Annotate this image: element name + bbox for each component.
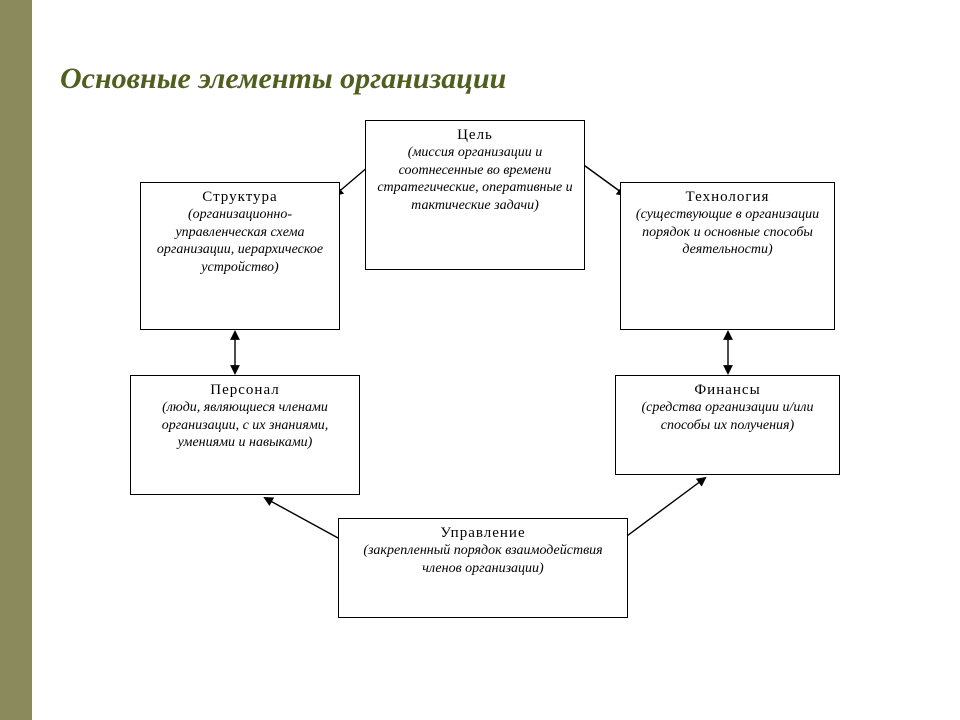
node-finance: Финансы (средства организации и/или спос… xyxy=(615,375,840,475)
node-desc: (миссия организации и соотнесенные во вр… xyxy=(374,144,576,214)
node-title: Финансы xyxy=(624,382,831,399)
node-title: Цель xyxy=(374,127,576,144)
node-desc: (организационно-управленческая схема орг… xyxy=(149,206,331,276)
page-title: Основные элементы организации xyxy=(60,62,506,96)
node-management: Управление (закрепленный порядок взаимод… xyxy=(338,518,628,618)
node-structure: Структура (организационно-управленческая… xyxy=(140,182,340,330)
node-personnel: Персонал (люди, являющиеся членами орган… xyxy=(130,375,360,495)
node-desc: (средства организации и/или способы их п… xyxy=(624,399,831,434)
decorative-sidebar xyxy=(0,0,32,720)
node-title: Управление xyxy=(347,525,619,542)
node-desc: (существующие в организации порядок и ос… xyxy=(629,206,826,259)
node-goal: Цель (миссия организации и соотнесенные … xyxy=(365,120,585,270)
node-desc: (закрепленный порядок взаимодействия чле… xyxy=(347,542,619,577)
node-title: Технология xyxy=(629,189,826,206)
node-technology: Технология (существующие в организации п… xyxy=(620,182,835,330)
node-title: Структура xyxy=(149,189,331,206)
node-desc: (люди, являющиеся членами организации, с… xyxy=(139,399,351,452)
organization-elements-diagram: Цель (миссия организации и соотнесенные … xyxy=(100,120,880,680)
node-title: Персонал xyxy=(139,382,351,399)
